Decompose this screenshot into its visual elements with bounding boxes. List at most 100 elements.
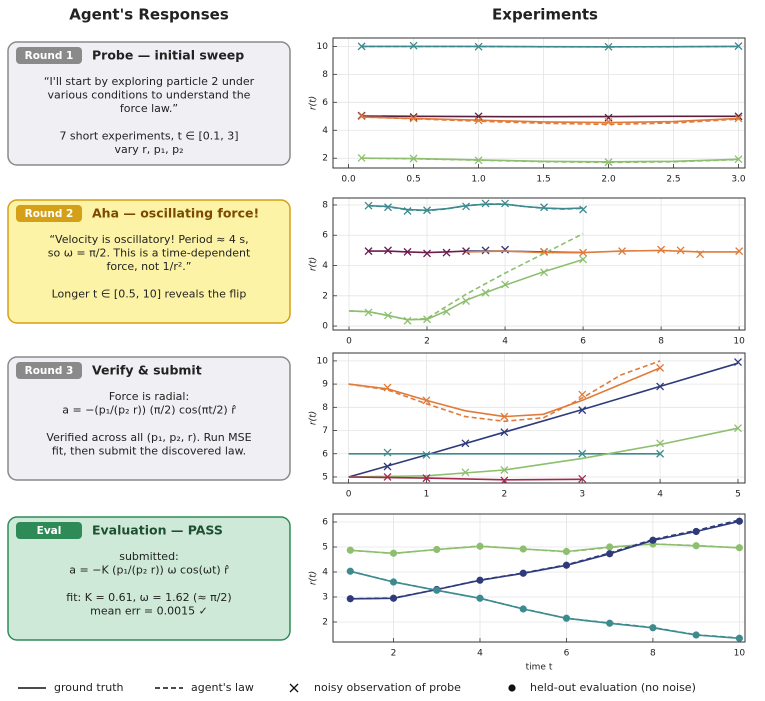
eval-point [735, 517, 743, 525]
y-tick-label: 8 [322, 403, 328, 413]
y-tick-label: 6 [322, 98, 328, 108]
panel-badge [16, 362, 82, 379]
observation-x [604, 42, 613, 51]
truth-line [361, 115, 739, 118]
eval-point [346, 567, 354, 575]
observation-x [734, 42, 743, 51]
y-axis-label: r(t) [309, 257, 319, 271]
observation-x [578, 406, 587, 415]
panel-badge-text: Round 2 [25, 208, 74, 220]
panel-text: force, not 1/r².” [106, 260, 191, 273]
eval-point [519, 605, 527, 613]
observation-x [423, 315, 431, 324]
y-tick-label: 3 [322, 593, 328, 603]
observation-x [540, 268, 549, 277]
agent-line [350, 543, 740, 555]
observation-x [442, 307, 451, 316]
x-tick-label: 0 [346, 490, 352, 500]
y-axis-label: r(t) [309, 411, 319, 425]
y-tick-label: 4 [322, 261, 328, 271]
left-header: Agent's Responses [69, 6, 229, 24]
panel-text: various conditions to understand the [48, 89, 251, 102]
y-tick-label: 8 [322, 200, 328, 210]
eval-point [476, 576, 484, 584]
observation-x [500, 476, 509, 483]
y-tick-label: 2 [322, 154, 328, 164]
panel-badge-text: Round 1 [25, 50, 74, 62]
eval-point [562, 561, 571, 569]
observation-x [383, 473, 392, 481]
y-tick-label: 6 [322, 449, 328, 459]
eval-point [606, 550, 614, 558]
x-tick-label: 1.5 [536, 175, 550, 185]
eval-point [389, 594, 398, 602]
panel-text: mean err = 0.0015 ✓ [90, 605, 208, 618]
y-tick-label: 2 [322, 618, 328, 628]
panel-box [7, 41, 291, 166]
observation-x [656, 382, 665, 391]
observation-x [474, 116, 483, 125]
panel-text: a = −(p₁/(p₂ r)) (π/2) cos(πt/2) r̂ [62, 404, 236, 417]
agent-line [368, 203, 584, 212]
observation-x [500, 428, 509, 437]
x-axis-label: time t [526, 663, 553, 673]
panel-badge-text: Round 3 [25, 365, 74, 377]
x-tick-label: 4 [502, 337, 508, 347]
eval-point [389, 578, 398, 586]
observation-x [734, 114, 743, 123]
panel-box [7, 199, 291, 324]
y-tick-label: 5 [322, 543, 328, 553]
plot-area [333, 198, 745, 330]
observation-x [364, 247, 373, 256]
observation-x [409, 154, 418, 163]
observation-x [422, 474, 431, 483]
observation-x [422, 450, 431, 459]
observation-x [423, 249, 431, 258]
y-tick-label: 5 [322, 472, 328, 482]
panel-badge-text: Eval [37, 525, 62, 537]
observation-x [656, 449, 665, 458]
observation-x [357, 112, 366, 121]
observation-x [734, 358, 742, 367]
y-tick-label: 10 [317, 356, 329, 366]
observation-x [735, 247, 744, 256]
observation-x [481, 288, 490, 297]
observation-x [578, 390, 587, 399]
observation-x [474, 42, 483, 51]
observation-x [501, 280, 510, 289]
agent-line [348, 360, 661, 423]
panel-heading: Evaluation — PASS [92, 523, 223, 538]
x-tick-label: 0.5 [406, 175, 420, 185]
eval-point [606, 619, 614, 627]
panel-text: force law.” [120, 102, 178, 115]
y-axis-label: r(t) [309, 571, 319, 585]
observation-x [403, 247, 412, 256]
x-tick-label: 0.0 [341, 175, 356, 185]
agent-line [348, 232, 584, 321]
legend-swatch [508, 684, 516, 692]
agent-line [350, 570, 740, 639]
eval-point [433, 586, 441, 594]
panel-text: “Velocity is oscillatory! Period ≈ 4 s, [49, 233, 248, 246]
x-tick-label: 6 [564, 649, 570, 659]
x-tick-label: 3.0 [731, 175, 746, 185]
y-tick-label: 4 [322, 126, 328, 136]
x-tick-label: 1.0 [471, 175, 486, 185]
plot-area [333, 38, 745, 168]
x-tick-label: 8 [650, 649, 656, 659]
observation-x [422, 396, 431, 405]
observation-x [384, 311, 392, 320]
observation-x [481, 246, 490, 255]
observation-x [403, 207, 412, 215]
observation-x [461, 439, 470, 448]
observation-x [579, 255, 588, 264]
legend-label: ground truth [54, 681, 124, 694]
observation-x [383, 448, 392, 457]
truth-line [348, 427, 739, 478]
observation-x [409, 41, 418, 50]
plot-frame [332, 37, 746, 169]
observation-x [403, 316, 412, 325]
observation-x [540, 203, 549, 212]
eval-point [692, 631, 700, 639]
eval-point [476, 542, 484, 550]
